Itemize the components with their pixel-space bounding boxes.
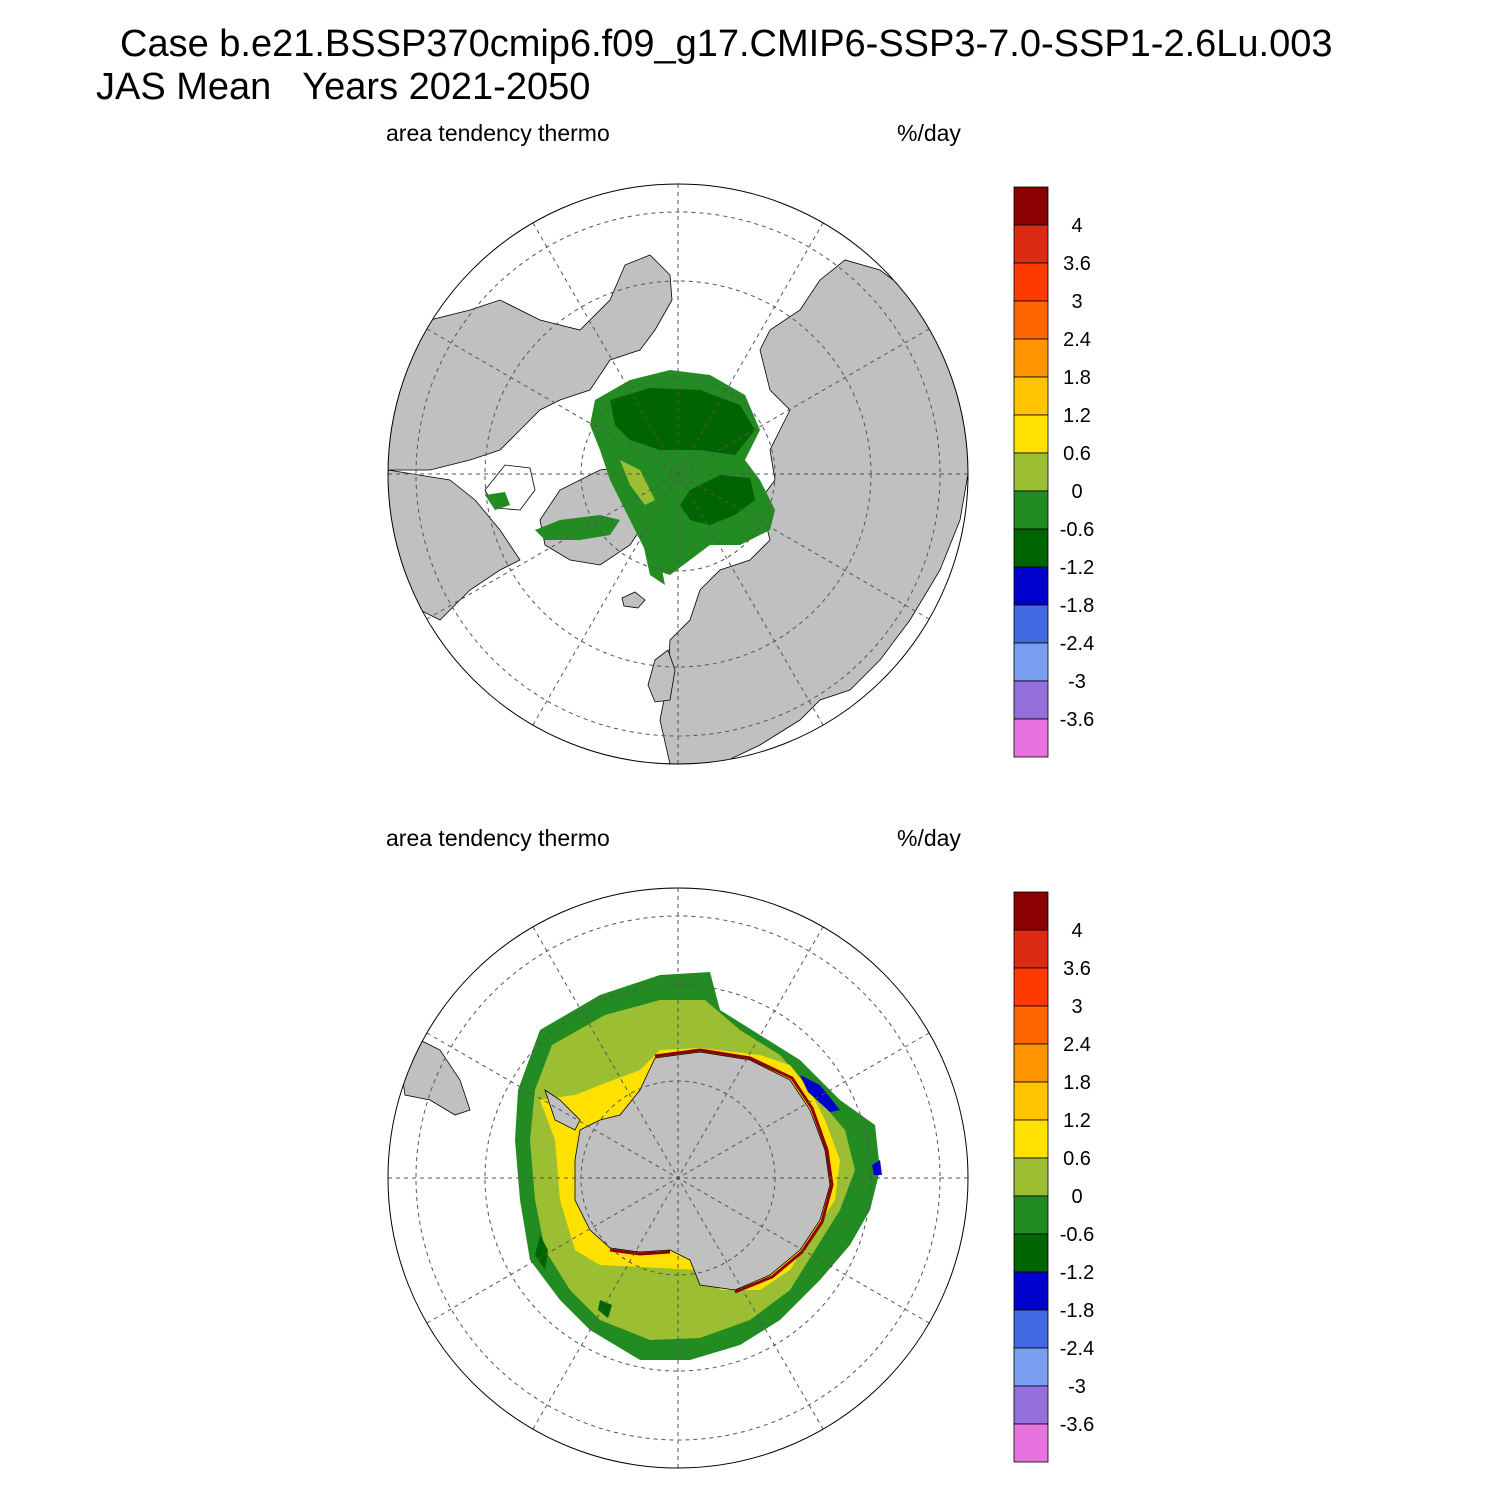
- colorbar-swatch: [1013, 680, 1049, 720]
- colorbar-label: 1.2: [1063, 1110, 1091, 1132]
- south-polar-map: [387, 887, 969, 1469]
- north-units-label: %/day: [897, 120, 961, 146]
- colorbar-swatch: [1013, 718, 1049, 758]
- colorbar-swatch: [1013, 262, 1049, 302]
- colorbar-swatch: [1013, 1157, 1049, 1197]
- colorbar-label: 4: [1071, 920, 1082, 942]
- period-title: JAS Mean Years 2021-2050: [96, 66, 591, 108]
- colorbar-label: 0: [1071, 1186, 1082, 1208]
- colorbar-swatch: [1013, 891, 1049, 931]
- colorbar-swatch: [1013, 566, 1049, 606]
- north-variable-label: area tendency thermo: [386, 120, 610, 146]
- colorbar-swatch: [1013, 1423, 1049, 1463]
- colorbar-swatch: [1013, 1043, 1049, 1083]
- colorbar-label: -3: [1068, 671, 1086, 693]
- colorbar-label: 3.6: [1063, 958, 1091, 980]
- antarctica-land: [544, 1051, 831, 1291]
- arctic-ice-inner: [610, 388, 755, 525]
- blue-patch: [800, 1075, 840, 1112]
- colorbar-label: 1.8: [1063, 367, 1091, 389]
- colorbar-label: 3: [1071, 291, 1082, 313]
- north-polar-map: [387, 183, 969, 765]
- colorbar-swatch: [1013, 1233, 1049, 1273]
- colorbar-swatch: [1013, 528, 1049, 568]
- colorbar-label: 0: [1071, 481, 1082, 503]
- colorbar-north: 4 3.6 3 2.4 1.8 1.2 0.6 0 -0.6 -1.2 -1.8 -2.4 -3 -3.6: [1013, 186, 1094, 758]
- colorbar-label: 2.4: [1063, 329, 1091, 351]
- british-isles-land: [647, 649, 676, 703]
- colorbar-swatch: [1013, 1119, 1049, 1159]
- colorbar-label: 0.6: [1063, 1148, 1091, 1170]
- colorbar-label: 2.4: [1063, 1034, 1091, 1056]
- colorbar-label: -3.6: [1060, 1414, 1094, 1436]
- colorbar-label: -1.2: [1060, 1262, 1094, 1284]
- colorbar-swatch: [1013, 1271, 1049, 1311]
- colorbar-label: 1.2: [1063, 405, 1091, 427]
- colorbar-label: -0.6: [1060, 1224, 1094, 1246]
- case-title: Case b.e21.BSSP370cmip6.f09_g17.CMIP6-SS…: [120, 23, 1333, 65]
- colorbar-label: -1.8: [1060, 1300, 1094, 1322]
- colorbar-label: 0.6: [1063, 443, 1091, 465]
- south-units-label: %/day: [897, 825, 961, 851]
- colorbar-swatch: [1013, 1005, 1049, 1045]
- colorbar-swatch: [1013, 452, 1049, 492]
- colorbar-swatch: [1013, 1081, 1049, 1121]
- colorbar-label: -3: [1068, 1376, 1086, 1398]
- south-graticule: [388, 888, 968, 1468]
- colorbar-swatch: [1013, 490, 1049, 530]
- eurasia-land: [659, 259, 968, 764]
- north-graticule: [388, 184, 968, 764]
- colorbar-swatch: [1013, 224, 1049, 264]
- colorbar-swatch: [1013, 1195, 1049, 1235]
- colorbar-label: -0.6: [1060, 519, 1094, 541]
- colorbar-swatch: [1013, 186, 1049, 226]
- colorbar-swatch: [1013, 300, 1049, 340]
- arctic-ice-edge: [620, 460, 655, 505]
- colorbar-label: 4: [1071, 215, 1082, 237]
- colorbar-swatch: [1013, 338, 1049, 378]
- colorbar-swatch: [1013, 929, 1049, 969]
- colorbar-label: 1.8: [1063, 1072, 1091, 1094]
- colorbar-label: -2.4: [1060, 1338, 1094, 1360]
- colorbar-swatch: [1013, 376, 1049, 416]
- colorbar-south: 4 3.6 3 2.4 1.8 1.2 0.6 0 -0.6 -1.2 -1.8 -2.4 -3 -3.6: [1013, 891, 1094, 1463]
- colorbar-label: 3.6: [1063, 253, 1091, 275]
- colorbar-swatch: [1013, 604, 1049, 644]
- south-america-land: [399, 1039, 471, 1116]
- colorbar-label: 3: [1071, 996, 1082, 1018]
- colorbar-swatch: [1013, 1347, 1049, 1387]
- colorbar-swatch: [1013, 1309, 1049, 1349]
- south-variable-label: area tendency thermo: [386, 825, 610, 851]
- colorbar-label: -1.2: [1060, 557, 1094, 579]
- colorbar-label: -3.6: [1060, 709, 1094, 731]
- colorbar-label: -1.8: [1060, 595, 1094, 617]
- colorbar-swatch: [1013, 642, 1049, 682]
- colorbar-swatch: [1013, 1385, 1049, 1425]
- colorbar-swatch: [1013, 414, 1049, 454]
- colorbar-label: -2.4: [1060, 633, 1094, 655]
- colorbar-swatch: [1013, 967, 1049, 1007]
- iceland-land: [621, 591, 646, 609]
